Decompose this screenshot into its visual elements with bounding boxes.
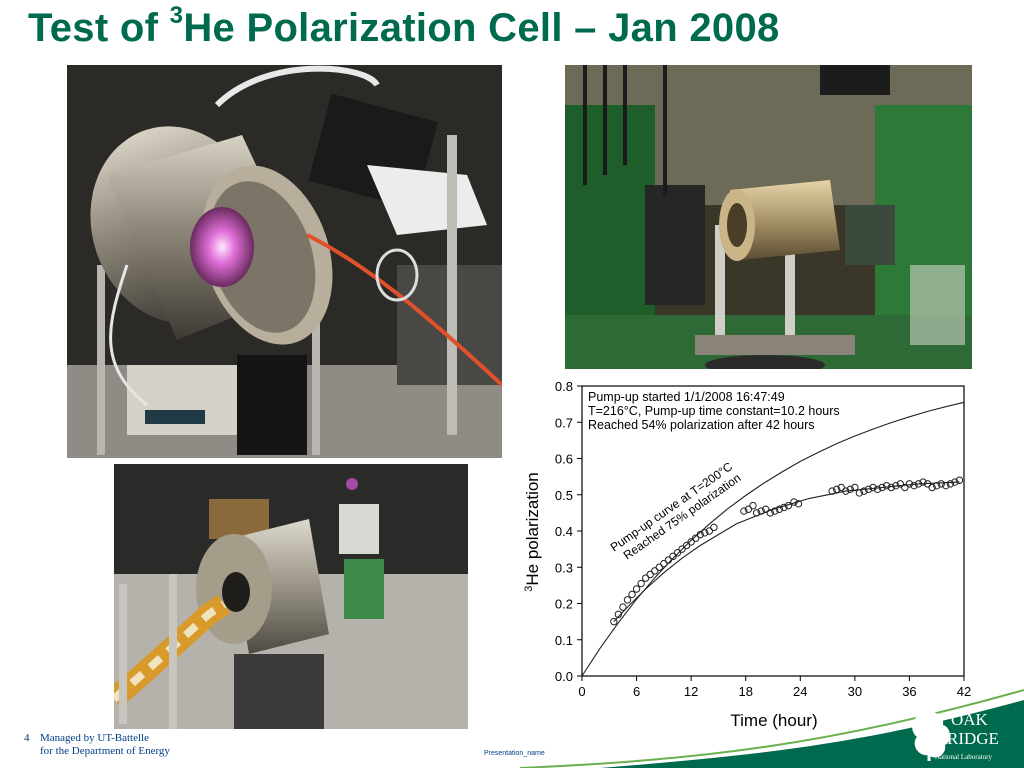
chart-annotation-line-2: T=216°C, Pump-up time constant=10.2 hour…: [588, 404, 840, 418]
chart-x-axis-label: Time (hour): [730, 711, 817, 730]
photo-cell-tubing: [114, 464, 468, 729]
y-tick-label: 0.4: [555, 524, 573, 539]
data-point: [705, 527, 714, 535]
x-tick-label: 18: [738, 684, 752, 699]
pump-up-curve: [581, 401, 965, 677]
data-point: [933, 481, 941, 490]
data-point: [919, 478, 927, 486]
data-point: [623, 596, 632, 604]
y-tick-label: 0.7: [555, 415, 573, 430]
data-point: [766, 509, 774, 517]
data-point: [846, 485, 855, 494]
data-point: [687, 538, 695, 546]
data-point: [691, 534, 700, 542]
polarization-chart: 0 6 12 18 24 30 36 42 0.0 0.1 0.2 0.3 0.4 0.5 0.6 0.7 0.…: [523, 379, 971, 730]
logo-line-3: National Laboratory: [935, 753, 992, 761]
data-point: [837, 483, 845, 492]
x-tick-label: 36: [902, 684, 916, 699]
y-tick-label: 0.1: [555, 633, 573, 648]
data-point: [744, 505, 753, 513]
data-point: [641, 574, 650, 582]
data-point: [882, 481, 891, 490]
data-point: [910, 481, 918, 490]
chart-y-axis-label-text: He polarization: [523, 472, 542, 585]
chart-y-axis-label: 3He polarization: [523, 472, 542, 592]
data-point: [946, 480, 955, 488]
y-tick-label: 0.6: [555, 452, 573, 467]
data-point: [896, 480, 905, 488]
data-point: [673, 549, 682, 557]
data-point: [928, 483, 936, 492]
y-tick-label: 0.2: [555, 597, 573, 612]
data-point: [873, 485, 882, 494]
data-point: [619, 603, 627, 611]
data-point: [632, 585, 641, 593]
data-point: [775, 505, 784, 513]
data-point: [955, 476, 964, 484]
data-point: [860, 487, 868, 495]
data-point: [669, 552, 677, 561]
data-point: [678, 545, 686, 553]
footer-line-2: for the Department of Energy: [40, 745, 170, 757]
photo-cell-installation: [565, 65, 972, 369]
chart-y-axis-label-sup: 3: [523, 586, 535, 592]
data-point: [937, 480, 945, 488]
slide-title: Test of 3He Polarization Cell – Jan 2008: [28, 4, 780, 51]
data-point: [655, 563, 664, 571]
x-tick-label: 42: [957, 684, 971, 699]
x-tick-label: 0: [578, 684, 585, 699]
data-point: [901, 483, 909, 492]
title-rest: He Polarization Cell – Jan 2008: [183, 6, 780, 50]
data-point: [887, 483, 895, 492]
y-tick-label: 0.8: [555, 379, 573, 394]
footer-line-1: Managed by UT-Battelle: [40, 732, 149, 744]
data-point: [614, 610, 623, 619]
footer-management: Managed by UT-Battelle for the Departmen…: [40, 732, 170, 758]
x-tick-label: 6: [633, 684, 640, 699]
fit-line: [613, 481, 960, 622]
photo-cell-glow: [67, 65, 502, 458]
x-tick-label: 12: [684, 684, 698, 699]
title-prefix: Test of: [28, 6, 170, 50]
y-tick-label: 0.3: [555, 560, 573, 575]
oak-ridge-logo: OAK RIDGE National Laboratory: [912, 710, 999, 761]
data-point: [794, 500, 803, 508]
y-tick-label: 0.0: [555, 669, 573, 684]
title-superscript: 3: [169, 2, 184, 29]
data-point: [869, 483, 877, 492]
data-point: [771, 507, 779, 515]
page-number: 4: [24, 732, 30, 744]
data-point: [628, 590, 636, 599]
x-tick-label: 30: [848, 684, 862, 699]
data-point: [905, 480, 914, 488]
chart-annotation-line-1: Pump-up started 1/1/2008 16:47:49: [588, 390, 785, 404]
logo-line-2: RIDGE: [947, 729, 999, 748]
data-point: [610, 617, 618, 626]
chart-series: [581, 401, 965, 677]
data-point: [740, 507, 748, 515]
data-point: [682, 541, 691, 550]
data-point: [660, 559, 668, 568]
logo-line-1: OAK: [951, 710, 989, 729]
data-point: [646, 570, 654, 579]
data-point: [710, 523, 718, 532]
presentation-name: Presentation_name: [484, 750, 545, 757]
x-tick-label: 24: [793, 684, 807, 699]
y-tick-label: 0.5: [555, 488, 573, 503]
chart-annotation-line-3: Reached 54% polarization after 42 hours: [588, 418, 815, 432]
data-point: [637, 579, 645, 588]
data-point: [651, 567, 659, 575]
curve-label-line-1: Pump-up curve at T=200°C: [608, 459, 736, 554]
data-point: [749, 501, 757, 510]
data-point: [701, 529, 709, 537]
